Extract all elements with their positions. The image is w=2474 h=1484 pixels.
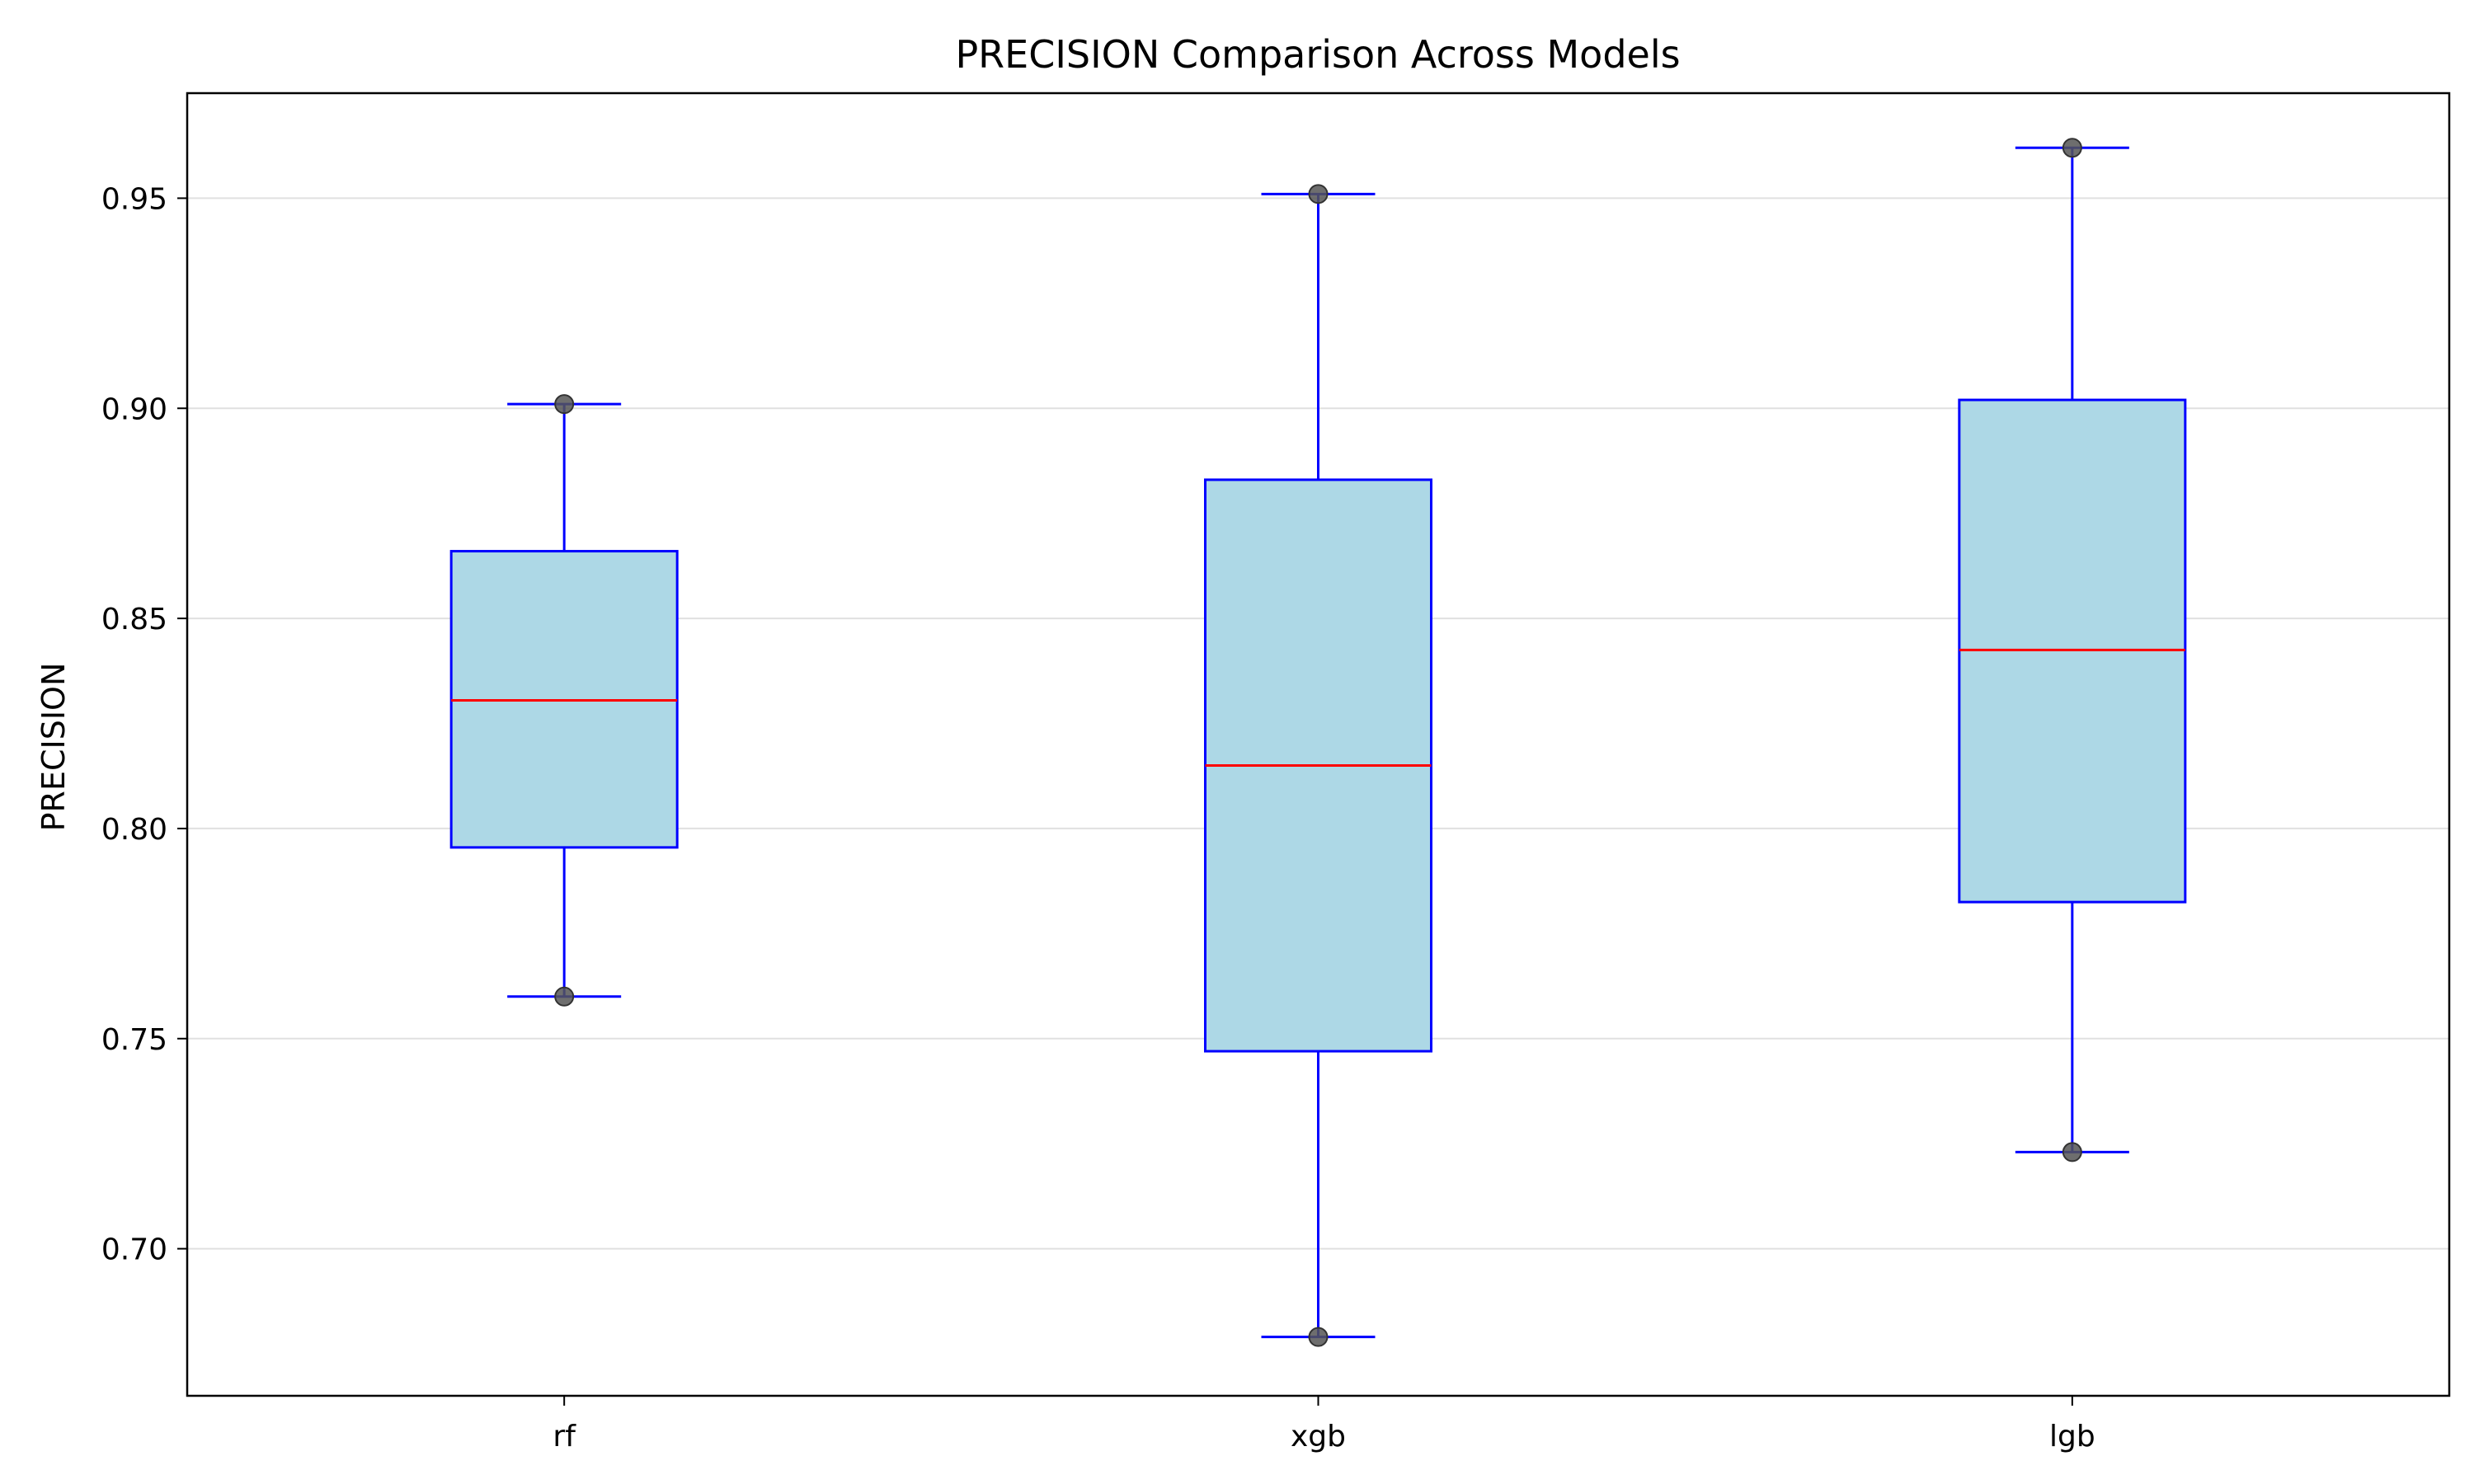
data-point — [2062, 1142, 2082, 1162]
y-axis-label: PRECISION — [35, 663, 72, 832]
y-tick-label: 0.85 — [101, 603, 167, 636]
x-tick-label-lgb: lgb — [2049, 1420, 2095, 1453]
y-tick-label: 0.90 — [101, 392, 167, 426]
x-tick-label-xgb: xgb — [1291, 1420, 1346, 1453]
box-group-xgb — [1204, 184, 1432, 1347]
box-series — [449, 138, 2187, 1347]
data-point — [554, 986, 575, 1007]
y-tick-label: 0.95 — [101, 182, 167, 216]
data-point — [1308, 184, 1329, 204]
box-group-rf — [449, 394, 679, 1007]
data-point — [2062, 138, 2082, 158]
chart-title: PRECISION Comparison Across Models — [955, 32, 1680, 77]
box-group-lgb — [1958, 138, 2187, 1162]
x-axis-ticks: rf xgb lgb — [553, 1396, 2095, 1453]
y-tick-label: 0.80 — [101, 813, 167, 847]
x-tick-label-rf: rf — [553, 1420, 576, 1453]
y-axis-ticks: 0.70 0.75 0.80 0.85 0.90 0.95 — [101, 182, 187, 1267]
y-tick-label: 0.75 — [101, 1023, 167, 1057]
y-tick-label: 0.70 — [101, 1233, 167, 1267]
data-point — [1308, 1327, 1329, 1347]
data-point — [554, 394, 575, 415]
